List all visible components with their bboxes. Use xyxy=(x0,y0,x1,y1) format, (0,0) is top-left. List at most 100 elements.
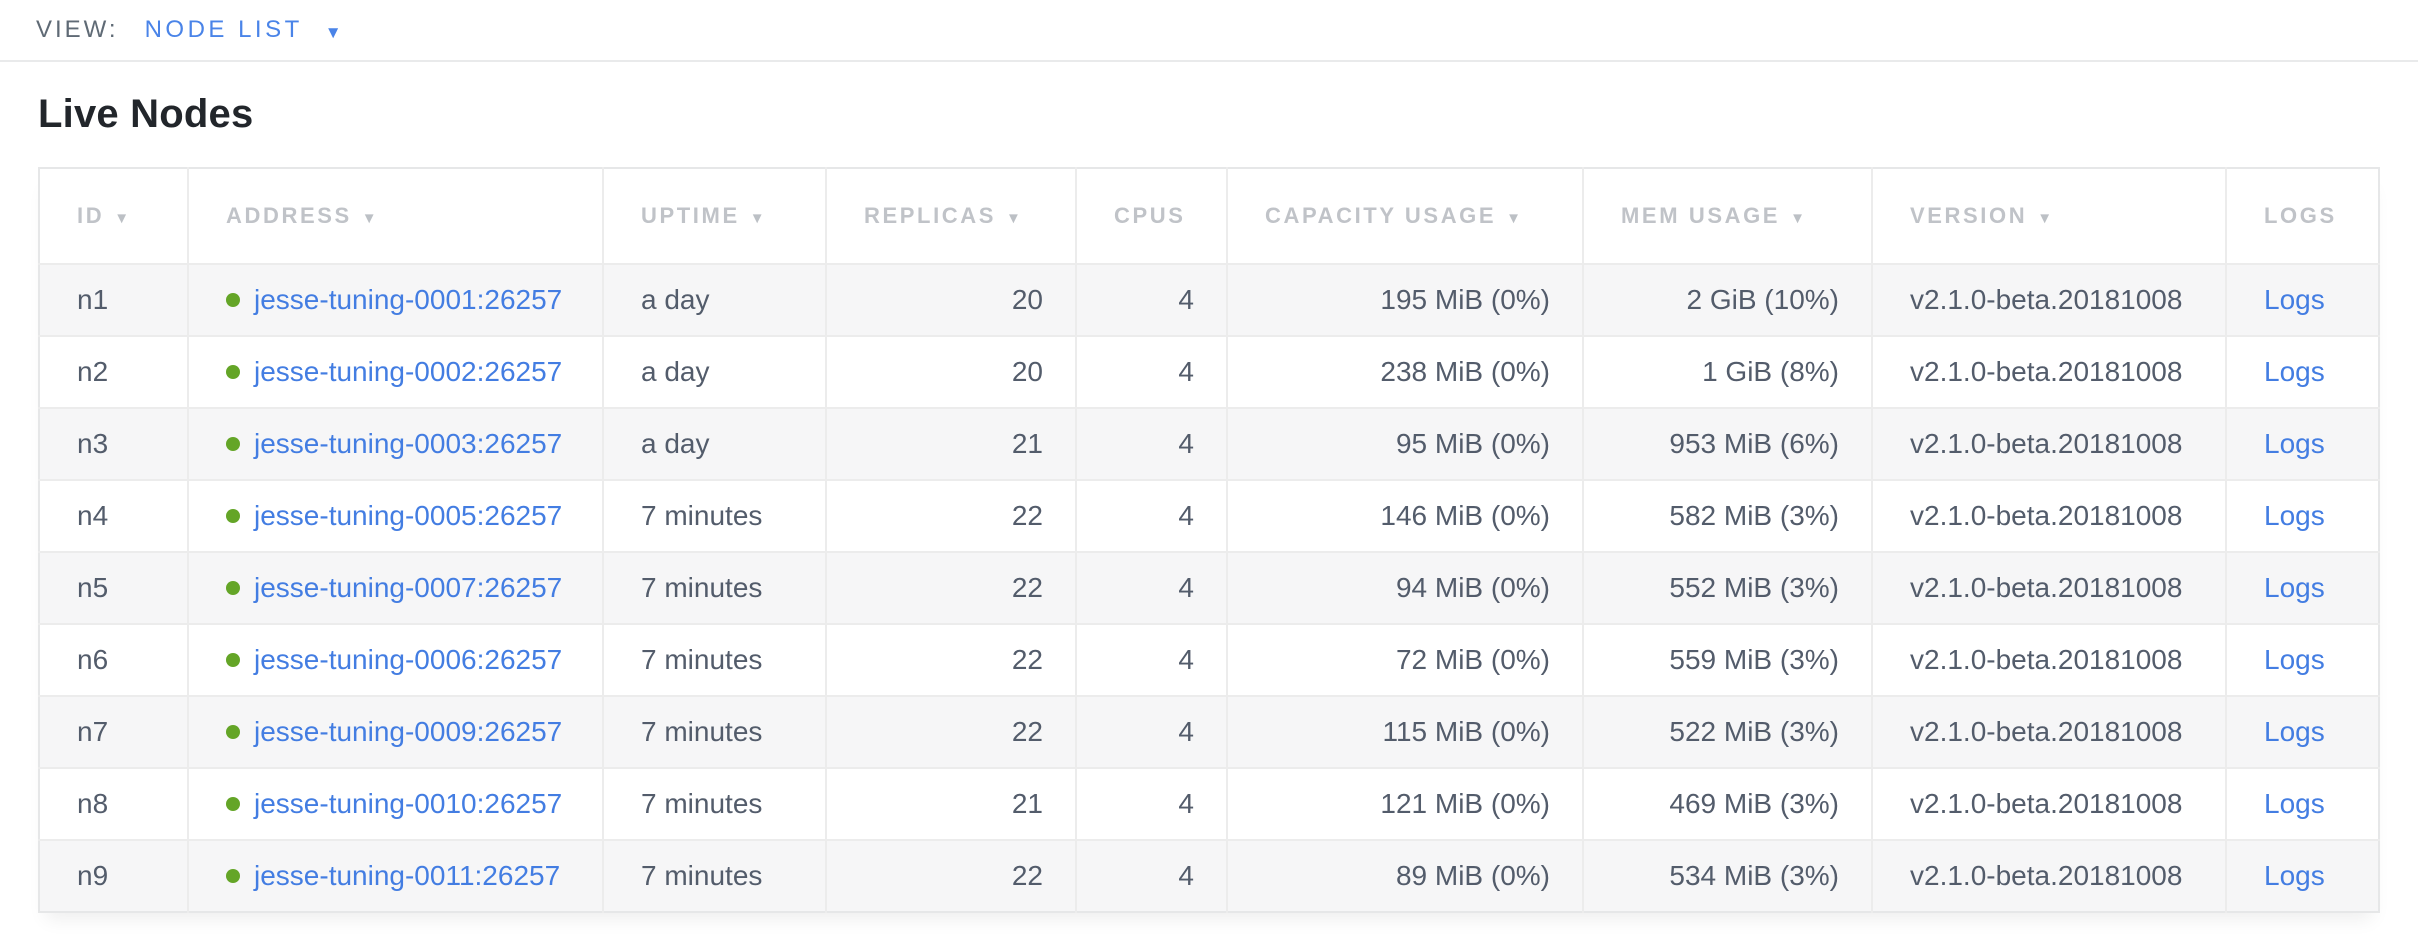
node-address-link[interactable]: jesse-tuning-0003:26257 xyxy=(254,428,563,459)
cell-value-id: n4 xyxy=(77,500,109,531)
sort-down-icon: ▼ xyxy=(1006,210,1024,227)
column-header-uptime[interactable]: UPTIME ▼ xyxy=(602,168,826,264)
sort-down-icon: ▼ xyxy=(749,210,768,227)
cell-id: n4 xyxy=(39,479,188,552)
cell-replicas: 20 xyxy=(825,335,1076,408)
column-header-version[interactable]: VERSION ▼ xyxy=(1871,168,2226,264)
cell-capacity: 238 MiB (0%) xyxy=(1226,335,1583,408)
cell-replicas: 22 xyxy=(825,551,1076,624)
cell-value-version: v2.1.0-beta.20181008 xyxy=(1910,500,2183,531)
cell-logs: Logs xyxy=(2225,479,2379,552)
cell-address: jesse-tuning-0007:26257 xyxy=(187,551,603,624)
column-header-address[interactable]: ADDRESS ▼ xyxy=(187,168,603,264)
column-header-mem[interactable]: MEM USAGE ▼ xyxy=(1582,168,1872,264)
view-label: VIEW: xyxy=(36,16,119,43)
column-header-label: CPUS xyxy=(1114,203,1186,228)
cell-id: n6 xyxy=(39,623,188,696)
cell-value-mem: 534 MiB (3%) xyxy=(1669,860,1839,891)
logs-link[interactable]: Logs xyxy=(2264,644,2325,675)
cell-uptime: 7 minutes xyxy=(602,695,826,768)
cell-logs: Logs xyxy=(2225,839,2379,912)
cell-value-uptime: a day xyxy=(641,284,710,315)
column-header-id[interactable]: ID ▼ xyxy=(39,168,188,264)
cell-value-capacity: 94 MiB (0%) xyxy=(1395,572,1550,603)
column-header-label: CAPACITY USAGE xyxy=(1265,203,1497,228)
cell-uptime: a day xyxy=(602,407,826,480)
cell-value-mem: 2 GiB (10%) xyxy=(1686,284,1840,315)
cell-value-version: v2.1.0-beta.20181008 xyxy=(1910,860,2183,891)
table-row: n6 jesse-tuning-0006:26257 7 minutes 22 4 72 … xyxy=(39,623,2379,696)
cell-value-version: v2.1.0-beta.20181008 xyxy=(1910,716,2183,747)
cell-value-id: n6 xyxy=(77,644,109,675)
node-address-link[interactable]: jesse-tuning-0011:26257 xyxy=(254,860,561,891)
node-address-link[interactable]: jesse-tuning-0010:26257 xyxy=(254,788,563,819)
cell-value-mem: 469 MiB (3%) xyxy=(1669,788,1839,819)
cell-id: n3 xyxy=(39,407,188,480)
view-selector-dropdown[interactable]: NODE LIST ▼ xyxy=(145,16,342,44)
node-address-link[interactable]: jesse-tuning-0002:26257 xyxy=(254,356,563,387)
cell-value-uptime: 7 minutes xyxy=(641,572,763,603)
node-address-link[interactable]: jesse-tuning-0007:26257 xyxy=(254,572,563,603)
node-address-link[interactable]: jesse-tuning-0006:26257 xyxy=(254,644,563,675)
cell-uptime: a day xyxy=(602,335,826,408)
table-row: n5 jesse-tuning-0007:26257 7 minutes 22 4 94 … xyxy=(39,551,2379,624)
column-header-cpus: CPUS xyxy=(1075,168,1227,264)
cell-value-replicas: 22 xyxy=(1011,500,1043,531)
cell-value-uptime: 7 minutes xyxy=(641,788,763,819)
column-header-capacity[interactable]: CAPACITY USAGE ▼ xyxy=(1226,168,1583,264)
cell-address: jesse-tuning-0003:26257 xyxy=(187,407,603,480)
cell-value-replicas: 22 xyxy=(1011,716,1043,747)
cell-value-id: n3 xyxy=(77,428,109,459)
cell-id: n9 xyxy=(39,839,188,912)
cell-value-id: n8 xyxy=(77,788,109,819)
cell-value-uptime: 7 minutes xyxy=(641,716,763,747)
node-live-status-icon xyxy=(226,292,240,307)
cell-value-cpus: 4 xyxy=(1178,356,1194,387)
cell-value-capacity: 238 MiB (0%) xyxy=(1380,356,1550,387)
logs-link[interactable]: Logs xyxy=(2264,788,2325,819)
cell-mem: 522 MiB (3%) xyxy=(1582,695,1872,768)
cell-value-replicas: 22 xyxy=(1011,644,1043,675)
cell-uptime: 7 minutes xyxy=(602,623,826,696)
cell-uptime: 7 minutes xyxy=(602,767,826,840)
logs-link[interactable]: Logs xyxy=(2264,356,2325,387)
cell-value-uptime: 7 minutes xyxy=(641,860,763,891)
logs-link[interactable]: Logs xyxy=(2264,572,2325,603)
logs-link[interactable]: Logs xyxy=(2264,716,2325,747)
node-address-link[interactable]: jesse-tuning-0009:26257 xyxy=(254,716,563,747)
logs-link[interactable]: Logs xyxy=(2264,500,2325,531)
cell-version: v2.1.0-beta.20181008 xyxy=(1871,767,2226,840)
logs-link[interactable]: Logs xyxy=(2264,860,2325,891)
column-header-replicas[interactable]: REPLICAS ▼ xyxy=(825,168,1076,264)
cell-value-cpus: 4 xyxy=(1178,572,1194,603)
view-bar: VIEW: NODE LIST ▼ xyxy=(0,0,2418,62)
cell-logs: Logs xyxy=(2225,263,2379,336)
cell-cpus: 4 xyxy=(1075,551,1227,624)
cell-value-id: n2 xyxy=(77,356,109,387)
cell-capacity: 115 MiB (0%) xyxy=(1226,695,1583,768)
node-address-link[interactable]: jesse-tuning-0001:26257 xyxy=(254,284,563,315)
cell-value-mem: 582 MiB (3%) xyxy=(1669,500,1839,531)
cell-mem: 534 MiB (3%) xyxy=(1582,839,1872,912)
table-row: n4 jesse-tuning-0005:26257 7 minutes 22 4 146… xyxy=(39,479,2379,552)
cell-cpus: 4 xyxy=(1075,335,1227,408)
cell-address: jesse-tuning-0011:26257 xyxy=(187,839,603,912)
node-live-status-icon xyxy=(226,796,240,811)
live-nodes-section: Live Nodes ID ▼ ADDRESS ▼ UPTIME ▼ REPLICAS ▼ CP… xyxy=(0,62,2418,913)
table-row: n2 jesse-tuning-0002:26257 a day 20 4 238 MiB… xyxy=(39,335,2379,408)
node-address-link[interactable]: jesse-tuning-0005:26257 xyxy=(254,500,563,531)
cell-capacity: 121 MiB (0%) xyxy=(1226,767,1583,840)
logs-link[interactable]: Logs xyxy=(2264,284,2325,315)
cell-logs: Logs xyxy=(2225,695,2379,768)
cell-id: n7 xyxy=(39,695,188,768)
cell-value-id: n9 xyxy=(77,860,109,891)
cell-value-replicas: 21 xyxy=(1011,428,1043,459)
column-header-label: LOGS xyxy=(2264,203,2337,228)
sort-down-icon: ▼ xyxy=(2037,210,2055,227)
cell-cpus: 4 xyxy=(1075,839,1227,912)
cell-logs: Logs xyxy=(2225,767,2379,840)
node-live-status-icon xyxy=(226,508,240,523)
logs-link[interactable]: Logs xyxy=(2264,428,2325,459)
cell-value-uptime: 7 minutes xyxy=(641,644,763,675)
cell-value-mem: 953 MiB (6%) xyxy=(1669,428,1839,459)
